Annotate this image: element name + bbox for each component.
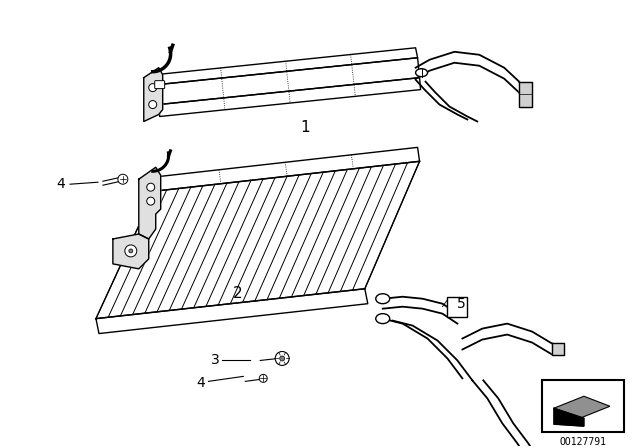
Circle shape — [118, 174, 128, 184]
Polygon shape — [96, 161, 420, 319]
FancyBboxPatch shape — [155, 81, 164, 89]
Circle shape — [280, 356, 285, 361]
Polygon shape — [554, 396, 610, 418]
Polygon shape — [113, 234, 148, 269]
Text: 2: 2 — [232, 286, 242, 301]
Text: 5: 5 — [457, 297, 466, 311]
Polygon shape — [554, 408, 584, 426]
Circle shape — [125, 245, 137, 257]
Polygon shape — [552, 343, 564, 355]
Polygon shape — [519, 82, 532, 107]
Text: OO127791: OO127791 — [559, 437, 606, 447]
Text: 3: 3 — [211, 353, 220, 367]
Polygon shape — [96, 289, 368, 334]
Polygon shape — [157, 58, 420, 104]
Polygon shape — [159, 78, 420, 116]
Ellipse shape — [376, 314, 390, 323]
Ellipse shape — [376, 294, 390, 304]
Polygon shape — [153, 147, 420, 191]
Bar — [447, 297, 467, 317]
Circle shape — [259, 375, 268, 382]
Text: 4: 4 — [57, 177, 65, 191]
Text: 4: 4 — [196, 376, 205, 390]
Circle shape — [148, 100, 157, 108]
Bar — [542, 380, 624, 432]
Circle shape — [148, 84, 157, 91]
Text: 1: 1 — [300, 120, 310, 135]
Polygon shape — [144, 68, 163, 121]
Polygon shape — [139, 167, 161, 239]
Ellipse shape — [415, 69, 428, 77]
Polygon shape — [156, 48, 417, 85]
Circle shape — [147, 183, 155, 191]
Circle shape — [129, 249, 133, 253]
Circle shape — [147, 197, 155, 205]
Circle shape — [275, 352, 289, 366]
